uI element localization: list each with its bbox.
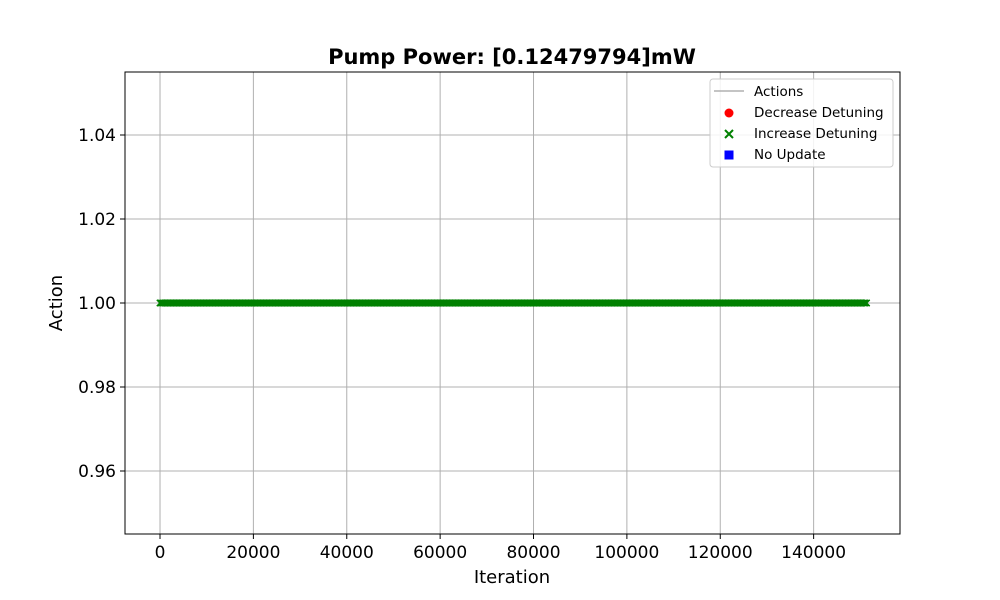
y-tick-label: 1.04 xyxy=(78,126,116,146)
legend-label: Increase Detuning xyxy=(754,126,877,142)
x-tick-label: 80000 xyxy=(506,543,560,563)
x-tick-label: 0 xyxy=(155,543,166,563)
increase-detuning-point xyxy=(859,299,868,307)
ticks: 0 20000 40000 60000 80000 100000 120000 140000 0… xyxy=(78,126,846,563)
increase-detuning-point xyxy=(861,299,869,307)
x-tick-label: 20000 xyxy=(226,543,280,563)
legend-label: Decrease Detuning xyxy=(754,105,884,121)
legend: Actions Decrease Detuning Increase Detunin… xyxy=(709,78,894,168)
x-tick-label: 60000 xyxy=(413,543,467,563)
legend-label: Actions xyxy=(754,84,803,100)
chart-title: Pump Power: [0.12479794]mW xyxy=(328,45,696,69)
x-tick-label: 100000 xyxy=(594,543,659,563)
legend-square-swatch xyxy=(724,150,734,160)
x-tick-label: 40000 xyxy=(320,543,374,563)
legend-x-swatch xyxy=(724,129,734,139)
x-tick-label: 120000 xyxy=(688,543,753,563)
legend-label: No Update xyxy=(754,147,826,163)
increase-detuning-point xyxy=(862,299,871,307)
y-tick-label: 0.98 xyxy=(78,378,116,398)
legend-circle-swatch xyxy=(724,108,734,118)
y-tick-label: 1.02 xyxy=(78,210,116,230)
y-tick-label: 0.96 xyxy=(78,462,116,482)
x-axis-label: Iteration xyxy=(474,567,550,588)
y-tick-label: 1.00 xyxy=(78,294,116,314)
increase-detuning-points xyxy=(156,299,871,307)
legend-box xyxy=(709,78,894,168)
x-tick-label: 140000 xyxy=(781,543,846,563)
y-axis-label: Action xyxy=(46,275,67,331)
data-layer xyxy=(156,299,871,307)
